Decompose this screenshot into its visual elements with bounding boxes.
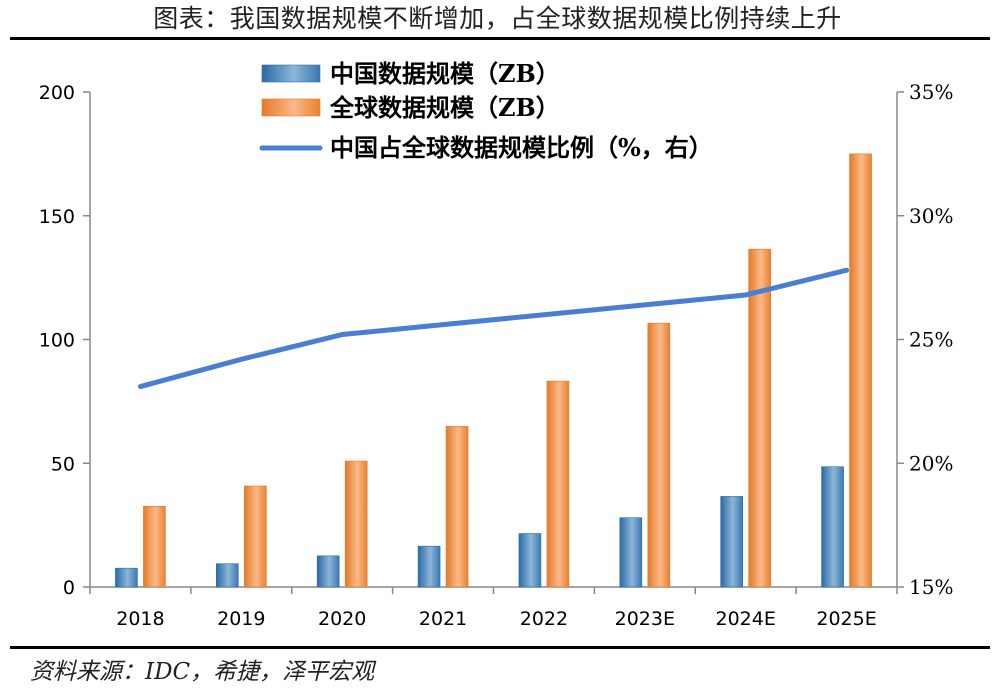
legend-label-share: 中国占全球数据规模比例（%，右） bbox=[330, 133, 713, 162]
y-left-tick-label: 50 bbox=[51, 453, 75, 475]
legend-swatch-china bbox=[261, 64, 321, 83]
x-tick-label: 2020 bbox=[318, 608, 366, 630]
share-line bbox=[137, 267, 850, 390]
page-title: 图表：我国数据规模不断增加，占全球数据规模比例持续上升 bbox=[153, 4, 842, 33]
x-tick-label: 2021 bbox=[419, 608, 467, 630]
legend: 中国数据规模（ZB） 全球数据规模（ZB） 中国占全球数据规模比例（%，右） bbox=[259, 59, 713, 162]
x-tick-label: 2025E bbox=[816, 608, 876, 630]
bar-global-2018 bbox=[143, 506, 166, 588]
y-left-tick-label: 200 bbox=[39, 82, 75, 104]
legend-label-china: 中国数据规模（ZB） bbox=[330, 59, 560, 88]
y-right-tick-label: 15% bbox=[909, 575, 953, 599]
axes-layer: 0 50 100 150 200 15% 20% 25% 30% 35% 2018 2019 2020 2… bbox=[39, 80, 954, 630]
bar-china-2025E bbox=[821, 466, 844, 588]
legend-label-global: 全球数据规模（ZB） bbox=[329, 93, 560, 122]
y-left-tick-label: 0 bbox=[63, 577, 75, 599]
bar-global-2021 bbox=[445, 426, 469, 588]
bar-china-2022 bbox=[518, 533, 542, 588]
bars-layer bbox=[115, 153, 872, 588]
bar-global-2023E bbox=[647, 322, 671, 588]
legend-swatch-global bbox=[261, 98, 321, 117]
y-right-tick-label: 20% bbox=[909, 451, 953, 475]
bar-global-2024E bbox=[748, 248, 771, 588]
x-tick-label: 2022 bbox=[520, 608, 568, 630]
source-note: 资料来源：IDC，希捷，泽平宏观 bbox=[30, 659, 375, 685]
bar-china-2021 bbox=[417, 545, 441, 588]
bar-china-2018 bbox=[115, 567, 138, 588]
footer-divider bbox=[10, 646, 990, 649]
x-tick-label: 2023E bbox=[615, 608, 675, 630]
y-right-tick-label: 25% bbox=[909, 328, 953, 352]
bar-china-2024E bbox=[720, 496, 743, 588]
x-tick-label: 2024E bbox=[716, 608, 776, 630]
y-right-tick-label: 30% bbox=[909, 204, 953, 228]
x-tick-label: 2018 bbox=[116, 608, 164, 630]
bar-china-2023E bbox=[619, 517, 643, 588]
title-divider bbox=[10, 37, 990, 40]
y-left-tick-label: 150 bbox=[39, 206, 75, 228]
bar-global-2022 bbox=[546, 380, 570, 588]
bar-china-2020 bbox=[316, 555, 340, 588]
bar-china-2019 bbox=[216, 563, 239, 588]
share-line-layer bbox=[137, 267, 850, 390]
bar-global-2019 bbox=[244, 485, 267, 588]
y-right-tick-label: 35% bbox=[909, 80, 953, 104]
x-tick-label: 2019 bbox=[217, 608, 265, 630]
y-left-tick-label: 100 bbox=[39, 330, 75, 352]
bar-global-2020 bbox=[344, 460, 368, 588]
bar-global-2025E bbox=[849, 153, 872, 588]
